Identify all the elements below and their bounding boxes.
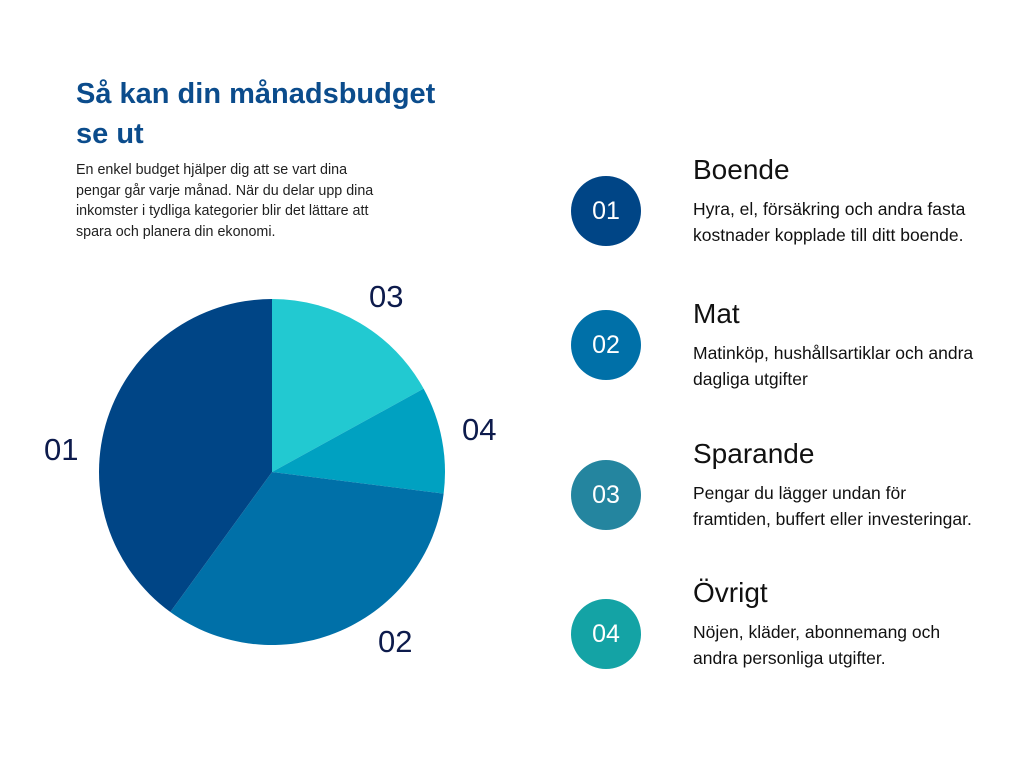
- legend-item-description: Pengar du lägger undan för framtiden, bu…: [693, 483, 972, 529]
- slice-label-01: 01: [44, 432, 78, 467]
- slice-label-02: 02: [378, 624, 412, 659]
- legend-item-mat: 02 Mat Matinköp, hushållsartiklar och an…: [571, 298, 991, 398]
- intro-text: En enkel budget hjälper dig att se vart …: [76, 162, 374, 240]
- legend-item-sparande: 03 Sparande Pengar du lägger undan för f…: [571, 438, 991, 565]
- legend-number-badge: 03: [571, 460, 641, 530]
- legend-item-ovrigt: 04 Övrigt Nöjen, kläder, abonnemang och …: [571, 577, 991, 704]
- budget-pie-chart: 01 02 03 04: [44, 279, 496, 659]
- pie-slice-04: [272, 388, 445, 494]
- legend-item-title: Övrigt: [693, 577, 768, 608]
- legend-number-badge: 02: [571, 310, 641, 380]
- slice-label-04: 04: [462, 412, 496, 447]
- legend-number-badge: 04: [571, 599, 641, 669]
- pie-slice-03: [272, 299, 424, 472]
- legend-number-badge: 01: [571, 176, 641, 246]
- pie-labels: 01 02 03 04: [44, 279, 496, 659]
- legend-item-description: Hyra, el, försäkring och andra fasta kos…: [693, 199, 966, 245]
- page-title: Så kan din månadsbudget se ut: [76, 78, 436, 150]
- slice-label-03: 03: [369, 279, 403, 314]
- pie-slice-02: [170, 472, 444, 645]
- legend-item-description: Nöjen, kläder, abonnemang och andra pers…: [693, 622, 941, 668]
- pie-slices: [99, 299, 445, 645]
- legend-item-title: Mat: [693, 298, 740, 329]
- legend-item-title: Sparande: [693, 438, 815, 469]
- legend-item-boende: 01 Boende Hyra, el, försäkring och andra…: [571, 154, 991, 282]
- pie-slice-01: [99, 299, 272, 612]
- legend-item-title: Boende: [693, 154, 790, 185]
- legend-item-description: Matinköp, hushållsartiklar och andra dag…: [693, 343, 974, 389]
